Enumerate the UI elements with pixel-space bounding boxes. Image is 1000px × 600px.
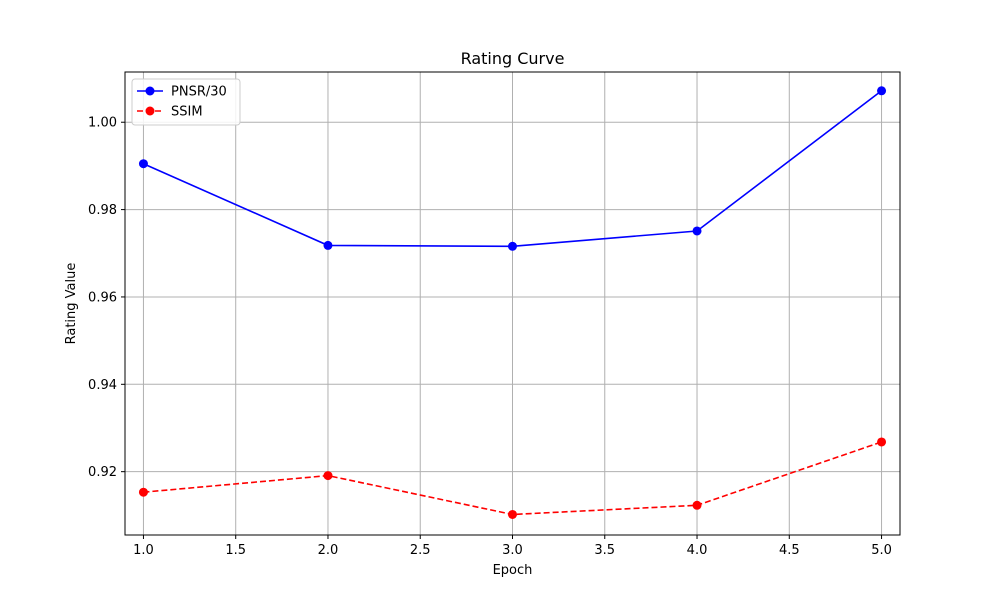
x-tick-label: 1.5: [225, 543, 246, 558]
x-tick-label: 4.0: [687, 543, 708, 558]
data-point-ssim: [508, 509, 517, 519]
y-axis-ticks: 0.92 0.94 0.96 0.98 1.00: [88, 116, 125, 480]
legend: PNSR/30 SSIM: [131, 78, 241, 126]
legend-marker-ssim: [145, 106, 155, 116]
data-point-ssim: [877, 437, 887, 447]
x-tick-label: 3.5: [594, 543, 615, 558]
x-tick-label: 2.5: [410, 543, 431, 558]
x-axis-label: Epoch: [493, 563, 533, 578]
data-point-pnsr-30: [692, 226, 702, 236]
x-tick-label: 5.0: [871, 543, 892, 558]
legend-item-pnsr-30: PNSR/30: [137, 85, 227, 100]
data-point-pnsr-30: [138, 159, 148, 169]
x-tick-label: 3.0: [502, 543, 523, 558]
y-tick-label: 0.98: [88, 203, 117, 218]
legend-marker-pnsr-30: [145, 86, 155, 96]
y-axis-label: Rating Value: [64, 263, 79, 345]
data-point-ssim: [692, 500, 702, 510]
legend-label-pnsr-30: PNSR/30: [171, 85, 227, 100]
series-ssim: [138, 437, 887, 519]
series-pnsr-30: [138, 86, 887, 251]
y-tick-label: 1.00: [88, 116, 117, 131]
data-point-pnsr-30: [508, 241, 517, 251]
data-point-ssim: [323, 471, 333, 481]
y-tick-label: 0.96: [88, 290, 117, 305]
y-tick-label: 0.94: [88, 378, 117, 393]
chart-title: Rating Curve: [461, 49, 565, 68]
x-tick-label: 1.0: [133, 543, 154, 558]
legend-item-ssim: SSIM: [137, 105, 203, 120]
series-layer: [138, 86, 887, 519]
data-point-pnsr-30: [877, 86, 887, 96]
data-point-pnsr-30: [323, 240, 333, 250]
x-tick-label: 2.0: [318, 543, 339, 558]
legend-label-ssim: SSIM: [171, 105, 203, 120]
data-point-ssim: [138, 487, 148, 497]
x-tick-label: 4.5: [779, 543, 800, 558]
y-tick-label: 0.92: [88, 465, 117, 480]
grid: [125, 72, 900, 535]
x-axis-ticks: 1.0 1.5 2.0 2.5 3.0 3.5 4.0 4.5 5.0: [133, 535, 892, 558]
